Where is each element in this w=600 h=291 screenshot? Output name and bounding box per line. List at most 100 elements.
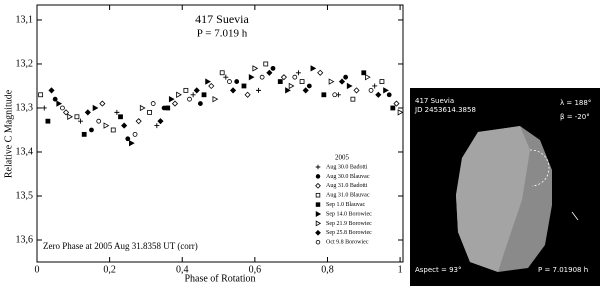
point [208,82,215,90]
point [266,69,273,76]
y-tick-label: 13,3 [16,102,34,113]
point [81,131,87,137]
point [270,65,276,71]
panel-period: P = 7.01908 h [538,266,588,274]
point [38,92,44,98]
point [230,87,237,94]
point [285,87,291,94]
point [379,79,385,84]
point [259,74,265,80]
panel-date: JD 2453614.3858 [414,106,476,114]
legend-label: Sep 1.0 Blauvac [326,202,365,208]
point [315,174,321,179]
y-tick-label: 13,1 [16,14,34,25]
point [67,113,74,120]
x-tick-label: 0 [35,264,40,275]
point [205,78,211,85]
x-tick-label: 0,8 [321,264,334,275]
point [118,114,123,120]
legend-label: Oct 9.8 Borowiec [326,240,369,246]
legend-label: Aug 31.0 Blauvac [326,193,370,199]
legend-label: Aug 30.0 Badotti [326,164,368,170]
point [390,105,396,111]
point [125,136,131,142]
x-axis-label: Phase of Rotation [184,273,255,284]
panel-title: 417 Suevia [415,97,454,105]
point [315,211,322,217]
y-axis-label: Relative C Magnitude [3,89,14,178]
point [135,118,142,125]
x-tick-label: 0,4 [176,264,189,275]
point [234,79,240,84]
point [168,95,175,103]
point [96,118,102,124]
point [343,74,349,80]
point [317,69,324,76]
point [353,87,360,94]
panel-beta: β = -20° [560,113,590,121]
point [386,92,392,98]
point [121,122,128,129]
legend-label: Aug 30.0 Blauvac [326,174,370,180]
point [315,192,321,198]
point [361,70,367,76]
point [89,127,94,133]
point [56,100,63,107]
point [114,109,120,115]
point [368,87,374,93]
legend-label: Sep 14.0 Borowiec [326,211,372,217]
y-tick-label: 13,2 [16,58,34,69]
point [176,91,182,98]
x-tick-label: 1 [398,264,403,275]
spin-arrow [529,149,550,187]
y-tick-label: 13,4 [16,146,34,157]
point [187,96,192,102]
plot-frame [36,4,404,263]
point [306,83,312,89]
point [150,101,156,106]
point [383,87,389,94]
legend-label: Sep 21.9 Borowiec [326,221,372,227]
point [147,109,152,115]
point [223,74,229,80]
point [154,123,160,129]
legend-title: 2005 [335,154,350,162]
point [48,87,55,94]
point [315,182,321,189]
point [84,109,91,116]
point [99,100,106,107]
point [201,92,207,98]
point [171,100,179,107]
point [110,127,116,133]
point [375,91,382,98]
point [92,104,99,112]
chart-title: 417 Suevia [195,12,249,26]
legend-label: Sep 25.8 Borowiec [326,230,372,236]
point [277,79,283,84]
point [393,100,400,107]
point [332,92,338,98]
point [397,109,404,116]
point [139,104,146,112]
y-tick-label: 13,5 [16,190,34,201]
x-tick-label: 0,2 [103,264,116,275]
point [190,92,196,98]
point [315,239,321,245]
point [157,118,164,125]
point [248,73,255,81]
point [328,78,335,85]
point [372,83,378,89]
panel-lambda: λ = 188° [560,99,591,107]
point [227,79,232,84]
point [78,118,84,124]
point [41,105,47,111]
point [288,82,295,90]
y-tick-label: 13,6 [16,234,34,245]
point [52,96,58,102]
point [315,164,321,170]
point [292,74,298,80]
point [197,101,203,106]
point [302,87,309,94]
point [252,65,259,72]
point [103,122,110,129]
